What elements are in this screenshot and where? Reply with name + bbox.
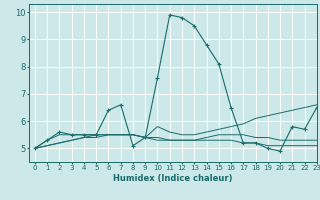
X-axis label: Humidex (Indice chaleur): Humidex (Indice chaleur) bbox=[113, 174, 233, 183]
